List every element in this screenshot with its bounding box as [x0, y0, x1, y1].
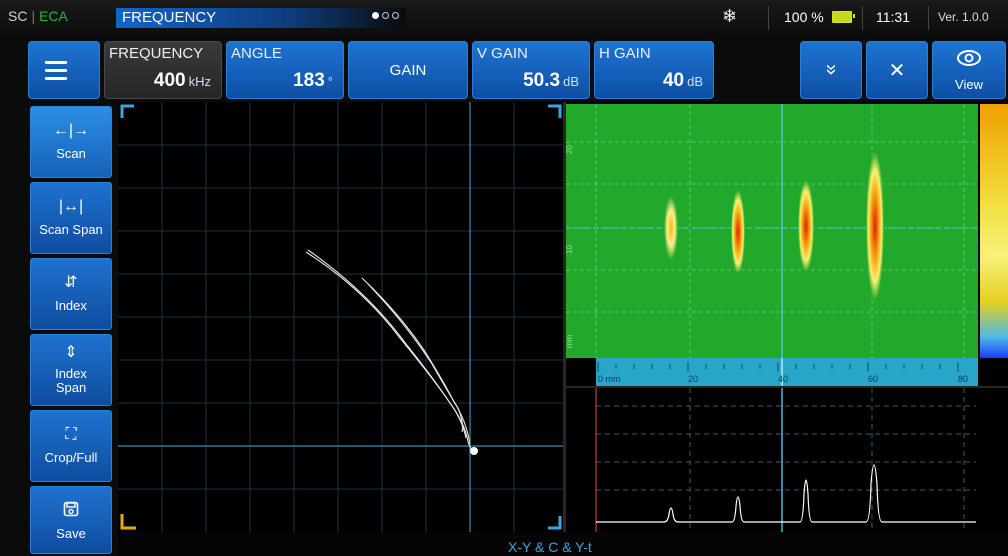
c-scan-graphic: 20 10 mm	[566, 104, 978, 358]
footer-bar	[118, 532, 1008, 556]
sidebar-item-scan-span[interactable]: |↔| Scan Span	[30, 182, 112, 254]
ruler-label: 60	[868, 374, 879, 384]
scan-span-icon: |↔|	[58, 198, 84, 215]
crop-icon: ⛶	[65, 426, 77, 443]
page-dot	[382, 12, 389, 19]
eye-icon	[933, 46, 1005, 75]
parameter-toolbar: FREQUENCY 400 kHz ANGLE 183 ° GAIN V GAIN …	[0, 34, 1008, 102]
view-label: View	[955, 77, 983, 92]
xy-plot-graphic	[118, 102, 564, 532]
sidebar-item-label: Scan	[56, 146, 86, 161]
angle-label: ANGLE	[231, 45, 282, 62]
c-scan-side-label: mm	[566, 334, 574, 348]
double-chevron-down-icon: »	[820, 63, 843, 76]
divider	[928, 6, 929, 30]
status-separator: |	[31, 8, 36, 24]
view-button[interactable]: View	[932, 41, 1006, 99]
sidebar-item-label: Crop/Full	[44, 450, 98, 465]
xy-impedance-plane[interactable]	[118, 102, 564, 532]
status-left: SC | ECA	[8, 8, 68, 24]
divider	[862, 6, 863, 30]
vgain-value: 50.3 dB	[523, 70, 579, 91]
version-label: Ver. 1.0.0	[938, 10, 989, 24]
clock: 11:31	[876, 9, 910, 25]
sidebar-item-save[interactable]: Save	[30, 486, 112, 554]
ruler-label: 20	[688, 374, 699, 384]
close-button[interactable]: ✕	[866, 41, 928, 99]
snowflake-icon: ❄	[722, 6, 738, 26]
angle-value: 183 °	[293, 70, 333, 91]
hgain-param[interactable]: H GAIN 40 dB	[594, 41, 714, 99]
vgain-param[interactable]: V GAIN 50.3 dB	[472, 41, 590, 99]
hgain-label: H GAIN	[599, 45, 651, 62]
index-span-icon: ⇕	[64, 344, 78, 361]
scan-axis-icon: ←|→	[52, 122, 90, 139]
sidebar-item-scan[interactable]: ←|→ Scan	[30, 106, 112, 178]
vgain-label: V GAIN	[477, 45, 528, 62]
status-mode: SC	[8, 8, 28, 24]
page-dot-active	[372, 12, 379, 19]
sidebar-item-label: Index Span	[55, 366, 87, 395]
ruler-label: 80	[958, 374, 969, 384]
sidebar-item-label: Save	[56, 526, 86, 541]
gain-label: GAIN	[389, 62, 427, 79]
status-bar: SC | ECA FREQUENCY ❄ 100 % 11:31 Ver. 1.0.…	[0, 0, 1008, 35]
more-button[interactable]: »	[800, 41, 862, 99]
angle-param[interactable]: ANGLE 183 °	[226, 41, 344, 99]
ruler-label: 40	[778, 374, 789, 384]
page-indicator	[372, 12, 399, 19]
ruler-label: 0 mm	[598, 374, 621, 384]
sidebar-item-label: Scan Span	[39, 222, 103, 237]
frequency-value: 400 kHz	[153, 70, 211, 91]
save-icon	[31, 501, 111, 521]
battery-level: 100 %	[784, 9, 824, 25]
frequency-param[interactable]: FREQUENCY 400 kHz	[104, 41, 222, 99]
close-icon: ✕	[888, 60, 906, 82]
view-divider[interactable]	[563, 102, 566, 532]
divider	[768, 6, 769, 30]
scan-axis-ruler: 0 mm 20 40 60 80	[596, 358, 978, 386]
c-scan-side-label: 20	[566, 145, 574, 154]
sidebar-item-crop-full[interactable]: ⛶ Crop/Full	[30, 410, 112, 482]
y-t-strip-chart[interactable]	[566, 388, 1008, 532]
menu-icon	[45, 61, 67, 85]
view-divider[interactable]	[566, 386, 1008, 388]
c-scan-view[interactable]: 20 10 mm	[566, 104, 978, 358]
view-layout-label: X-Y & C & Y-t	[508, 539, 592, 555]
hgain-value: 40 dB	[662, 70, 703, 91]
battery-icon	[832, 11, 855, 23]
gain-button[interactable]: GAIN	[348, 41, 468, 99]
sidebar-item-index-span[interactable]: ⇕ Index Span	[30, 334, 112, 406]
menu-button[interactable]	[28, 41, 100, 99]
y-t-graphic	[595, 388, 976, 532]
page-dot	[392, 12, 399, 19]
frequency-label: FREQUENCY	[109, 45, 204, 62]
c-scan-side-label: 10	[566, 245, 574, 254]
sidebar: ←|→ Scan |↔| Scan Span ⇵ Index ⇕ Index S…	[0, 102, 118, 556]
status-title: FREQUENCY	[116, 8, 406, 28]
ruler-ticks	[597, 358, 959, 386]
sidebar-item-index[interactable]: ⇵ Index	[30, 258, 112, 330]
sidebar-item-label: Index	[55, 298, 87, 313]
color-palette-bar	[980, 104, 1008, 358]
status-technology: ECA	[39, 8, 68, 24]
index-axis-icon: ⇵	[64, 274, 78, 291]
